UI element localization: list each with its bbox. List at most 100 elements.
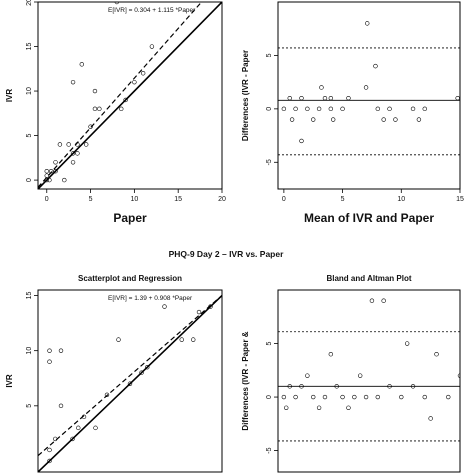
chart-bottom-right: -5 0 5 Differences (IVR - Paper & Bland and … bbox=[241, 274, 461, 473]
plot-area bbox=[278, 21, 460, 156]
data-point bbox=[47, 177, 52, 183]
data-point bbox=[422, 106, 427, 112]
data-point bbox=[455, 95, 460, 101]
regression-equation: E[IVR] = 0.304 + 1.115 *Paper bbox=[108, 7, 196, 14]
data-point bbox=[75, 151, 80, 156]
y-axis-title: Differences (IVR - Paper & bbox=[241, 331, 250, 430]
x-tick-label: 5 bbox=[89, 196, 93, 203]
data-point bbox=[293, 394, 298, 400]
y-tick-label: 10 bbox=[26, 87, 33, 95]
data-point bbox=[47, 447, 52, 453]
data-point bbox=[328, 95, 334, 101]
data-point bbox=[363, 85, 369, 90]
plot-area bbox=[278, 298, 460, 442]
data-point bbox=[316, 405, 322, 410]
data-point bbox=[119, 106, 124, 112]
data-point bbox=[47, 359, 52, 364]
plot-frame bbox=[277, 289, 461, 473]
data-point bbox=[428, 416, 433, 421]
data-point bbox=[44, 177, 49, 183]
data-point bbox=[393, 117, 398, 122]
data-point bbox=[75, 142, 80, 147]
plot-title: Bland and Altman Plot bbox=[326, 274, 411, 283]
data-point bbox=[322, 95, 328, 101]
plot-area bbox=[38, 294, 222, 472]
data-point bbox=[44, 168, 49, 174]
data-point bbox=[363, 394, 369, 400]
data-point bbox=[293, 106, 298, 112]
data-point bbox=[70, 436, 75, 442]
data-point bbox=[305, 106, 310, 112]
section-title: PHQ-9 Day 2 – IVR vs. Paper bbox=[169, 249, 284, 259]
y-tick-label: -5 bbox=[266, 447, 273, 453]
data-point bbox=[47, 458, 52, 464]
x-axis-title: Mean of IVR and Paper bbox=[304, 211, 434, 225]
x-tick-label: 0 bbox=[282, 196, 286, 203]
x-tick-label: 20 bbox=[218, 196, 226, 203]
x-tick-label: 15 bbox=[174, 196, 182, 203]
data-point bbox=[387, 384, 392, 389]
identity-line bbox=[38, 294, 222, 472]
data-point bbox=[352, 394, 357, 400]
data-point bbox=[299, 384, 304, 389]
data-point bbox=[373, 63, 378, 69]
x-axis-title: Paper bbox=[113, 211, 147, 225]
data-point bbox=[149, 44, 155, 49]
data-point bbox=[79, 62, 85, 67]
data-point bbox=[410, 384, 416, 389]
data-point bbox=[57, 142, 63, 147]
data-point bbox=[287, 95, 292, 101]
plot-frame bbox=[37, 1, 223, 190]
data-point bbox=[162, 304, 167, 309]
y-axis-title: IVR bbox=[5, 89, 14, 103]
data-point bbox=[399, 394, 404, 400]
y-tick-label: 10 bbox=[26, 347, 33, 355]
identity-line bbox=[38, 2, 222, 189]
data-point bbox=[346, 95, 351, 101]
y-tick-label: -5 bbox=[266, 159, 273, 165]
data-point bbox=[299, 95, 304, 101]
data-point bbox=[62, 177, 67, 183]
y-tick-label: 0 bbox=[26, 178, 33, 182]
data-point bbox=[446, 394, 451, 400]
data-point bbox=[305, 373, 310, 378]
y-axis-title: Differences (IVR - Paper bbox=[241, 50, 250, 141]
chart-top-right: -5 0 5 0 5 10 15 Mean of IVR and Paper Differenc… bbox=[241, 1, 464, 225]
data-point bbox=[316, 106, 322, 112]
data-point bbox=[287, 384, 292, 389]
data-point bbox=[311, 394, 316, 400]
plot-frame bbox=[37, 289, 223, 473]
y-tick-label: 5 bbox=[26, 404, 33, 408]
y-axis-title: IVR bbox=[5, 374, 14, 388]
data-point bbox=[70, 151, 76, 156]
data-point bbox=[92, 106, 98, 112]
data-point bbox=[58, 348, 64, 353]
x-tick-label: 5 bbox=[341, 196, 345, 203]
x-tick-label: 15 bbox=[456, 196, 464, 203]
data-point bbox=[404, 341, 410, 346]
data-point bbox=[140, 71, 146, 76]
data-point bbox=[375, 394, 381, 400]
y-tick-label: 15 bbox=[26, 292, 33, 300]
data-point bbox=[340, 394, 345, 400]
regression-equation: E[IVR] = 1.39 + 0.908 *Paper bbox=[108, 295, 193, 302]
data-point bbox=[179, 337, 184, 342]
data-point bbox=[299, 138, 304, 144]
data-point bbox=[381, 298, 386, 303]
data-point bbox=[97, 106, 102, 112]
data-point bbox=[208, 304, 213, 309]
data-point bbox=[191, 337, 196, 342]
data-point bbox=[457, 373, 460, 378]
data-point bbox=[53, 436, 58, 442]
data-point bbox=[311, 117, 316, 122]
data-point bbox=[92, 88, 98, 94]
plot-area bbox=[38, 2, 222, 189]
data-point bbox=[387, 106, 392, 112]
y-tick-label: 5 bbox=[26, 134, 33, 138]
data-point bbox=[83, 142, 89, 147]
data-point bbox=[289, 117, 295, 122]
chart-top-left: 0 5 10 15 20 0 5 10 15 20 Paper IVR E[IVR] = 0.304 +… bbox=[5, 0, 226, 225]
regression-line bbox=[38, 294, 222, 457]
data-point bbox=[114, 2, 120, 5]
